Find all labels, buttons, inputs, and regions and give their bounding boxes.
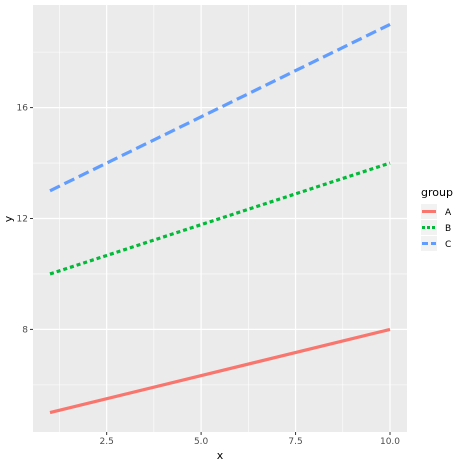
legend-title: group bbox=[421, 186, 453, 199]
y-tick-label: 16 bbox=[17, 104, 29, 114]
legend-label: C bbox=[445, 240, 451, 250]
legend-label: B bbox=[445, 224, 451, 234]
legend-label: A bbox=[445, 208, 452, 218]
axis-ticks bbox=[30, 107, 391, 435]
x-tick-label: 7.5 bbox=[288, 437, 302, 447]
x-axis-title: x bbox=[217, 449, 224, 462]
x-tick-label: 2.5 bbox=[100, 437, 114, 447]
y-tick-label: 12 bbox=[17, 215, 28, 225]
x-tick-label: 5.0 bbox=[194, 437, 209, 447]
y-tick-labels: 8 12 16 bbox=[17, 104, 29, 336]
y-tick-label: 8 bbox=[22, 325, 28, 335]
series-line-b bbox=[49, 161, 391, 276]
series-line-a bbox=[49, 327, 391, 415]
y-axis-title: y bbox=[2, 215, 15, 222]
x-tick-label: 10.0 bbox=[380, 437, 400, 447]
legend-key-background bbox=[421, 236, 437, 251]
x-tick-labels: 2.5 5.0 7.5 10.0 bbox=[100, 437, 401, 447]
series-layer bbox=[49, 22, 391, 415]
legend: group ABC bbox=[421, 186, 453, 251]
